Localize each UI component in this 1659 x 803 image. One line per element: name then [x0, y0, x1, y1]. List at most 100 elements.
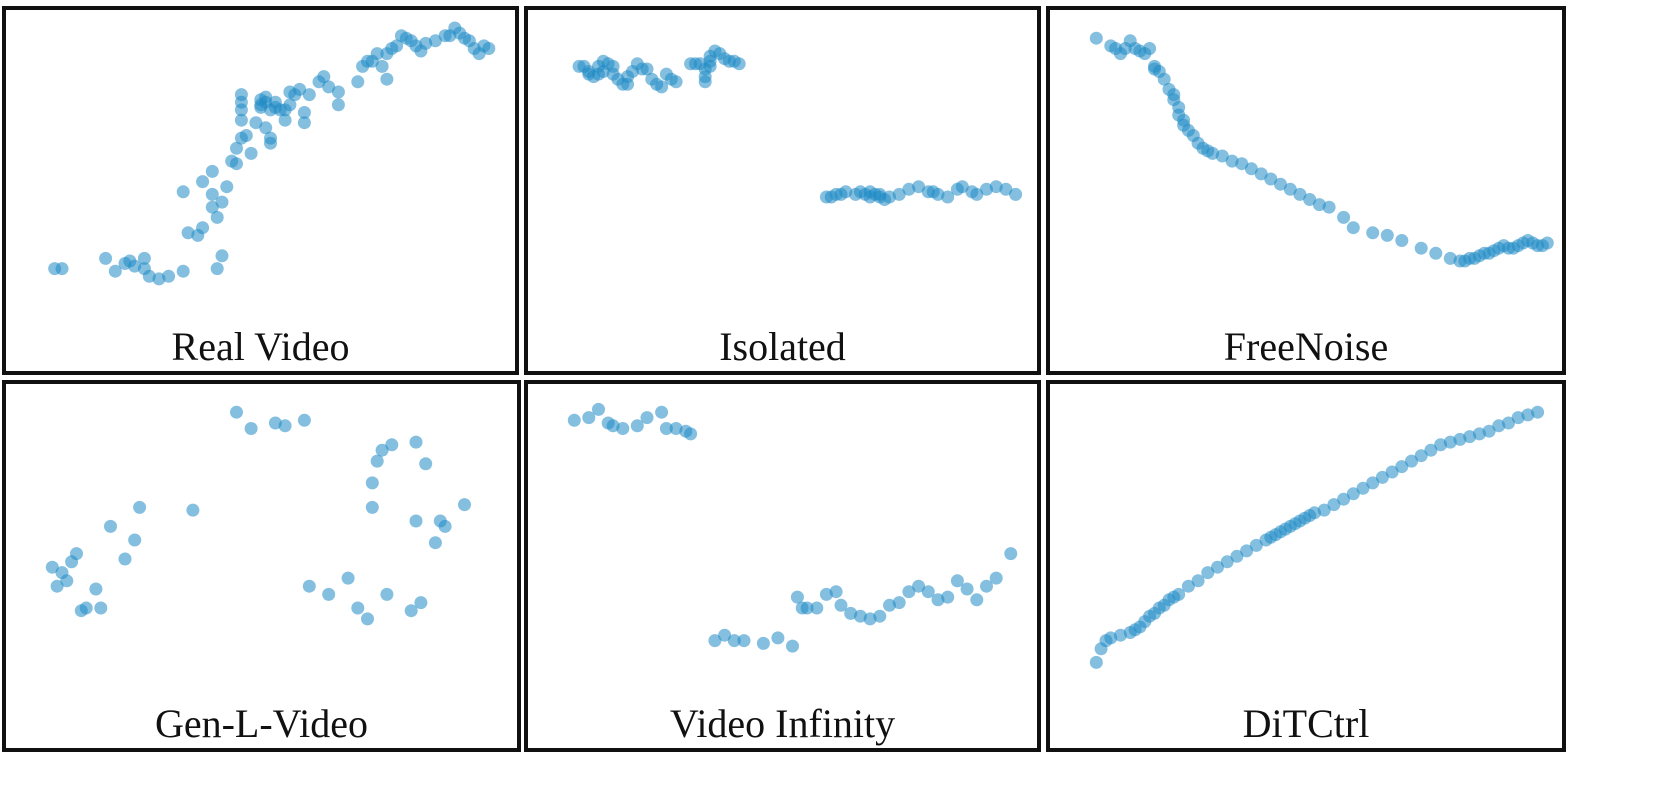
scatter-point — [1317, 503, 1331, 517]
scatter-point — [1220, 555, 1234, 569]
scatter-point — [331, 85, 345, 99]
scatter-point — [341, 571, 355, 585]
scatter-plot-ditctrl — [1089, 405, 1545, 669]
scatter-point — [655, 405, 669, 419]
scatter-point — [375, 443, 389, 457]
scatter-point — [892, 187, 906, 201]
scatter-point — [205, 187, 219, 201]
scatter-point — [1009, 187, 1023, 201]
scatter-point — [786, 639, 799, 653]
scatter-point — [1502, 416, 1515, 430]
scatter-point — [1143, 42, 1157, 55]
scatter-point — [60, 574, 74, 588]
scatter-point — [1172, 587, 1186, 601]
scatter-point — [438, 519, 452, 533]
scatter-point — [428, 536, 442, 550]
scatter-point — [684, 427, 698, 441]
scatter-point — [1540, 236, 1554, 250]
scatter-point — [1181, 579, 1195, 593]
chart-panel-video-infinity: Video Infinity — [524, 380, 1041, 752]
scatter-point — [89, 582, 103, 596]
scatter-point — [234, 95, 248, 109]
scatter-point — [1531, 405, 1545, 419]
scatter-point — [1366, 226, 1380, 240]
scatter-point — [409, 514, 423, 528]
scatter-point — [1215, 149, 1229, 163]
scatter-point — [162, 269, 176, 283]
scatter-point — [94, 601, 108, 615]
scatter-point — [79, 601, 93, 615]
chart-panel-real-video: Real Video — [2, 6, 519, 375]
scatter-point — [361, 612, 374, 626]
scatter-point — [45, 560, 59, 574]
scatter-point — [351, 601, 365, 615]
scatter-point — [669, 75, 683, 89]
chart-panel-ditctrl: DiTCtrl — [1046, 380, 1566, 752]
scatter-point — [912, 579, 926, 593]
scatter-point — [1244, 162, 1258, 176]
scatter-plot-real-video — [48, 21, 496, 286]
scatter-point — [834, 598, 848, 612]
scatter-point — [970, 187, 984, 201]
scatter-point — [1346, 221, 1360, 235]
scatter-point — [902, 585, 916, 599]
scatter-point — [999, 182, 1013, 196]
scatter-point — [771, 631, 785, 645]
scatter-point — [278, 113, 292, 127]
scatter-point — [1240, 544, 1254, 558]
scatter-point — [960, 582, 974, 596]
scatter-point — [941, 190, 955, 204]
scatter-point — [55, 262, 69, 276]
chart-panel-gen-l-video: Gen-L-Video — [2, 380, 521, 752]
scatter-point — [616, 422, 630, 435]
scatter-point — [230, 141, 243, 155]
scatter-point — [1191, 574, 1205, 588]
scatter-point — [322, 80, 336, 94]
scatter-point — [1337, 210, 1351, 224]
scatter-point — [50, 579, 64, 593]
scatter-point — [592, 402, 605, 416]
scatter-point — [458, 498, 471, 512]
scatter-point — [1424, 443, 1438, 457]
scatter-point — [1395, 234, 1409, 247]
scatter-point — [1274, 177, 1287, 191]
scatter-point — [1283, 182, 1297, 196]
scatter-plot-isolated — [572, 44, 1023, 206]
scatter-point — [1337, 492, 1351, 506]
scatter-point — [409, 435, 423, 449]
scatter-point — [708, 634, 722, 648]
scatter-point — [737, 634, 751, 648]
scatter-point — [351, 75, 365, 89]
scatter-point — [1249, 538, 1263, 552]
scatter-point — [630, 419, 644, 433]
scatter-point — [375, 59, 389, 73]
scatter-point — [196, 175, 210, 189]
scatter-point — [698, 70, 712, 84]
scatter-point — [196, 221, 210, 235]
scatter-point — [955, 180, 969, 194]
scatter-point — [950, 574, 964, 588]
scatter-point — [912, 180, 926, 194]
scatter-point — [1235, 157, 1249, 171]
scatter-point — [259, 121, 273, 135]
scatter-point — [1414, 449, 1428, 463]
scatter-point — [239, 129, 253, 142]
chart-panel-freenoise: FreeNoise — [1046, 6, 1566, 375]
scatter-point — [1405, 454, 1418, 468]
scatter-point — [108, 264, 122, 278]
scatter-point — [810, 601, 824, 615]
scatter-point — [244, 422, 258, 435]
scatter-point — [365, 476, 379, 490]
scatter-point — [1385, 465, 1399, 479]
scatter-point — [1327, 498, 1341, 512]
scatter-point — [921, 585, 935, 599]
scatter-point — [210, 262, 224, 276]
scatter-point — [970, 593, 984, 607]
scatter-point — [283, 98, 297, 112]
scatter-point — [264, 131, 277, 145]
scatter-point — [1211, 560, 1224, 574]
scatter-point — [230, 157, 243, 171]
scatter-point — [302, 88, 316, 102]
scatter-point — [1157, 72, 1171, 86]
scatter-point — [659, 422, 673, 435]
